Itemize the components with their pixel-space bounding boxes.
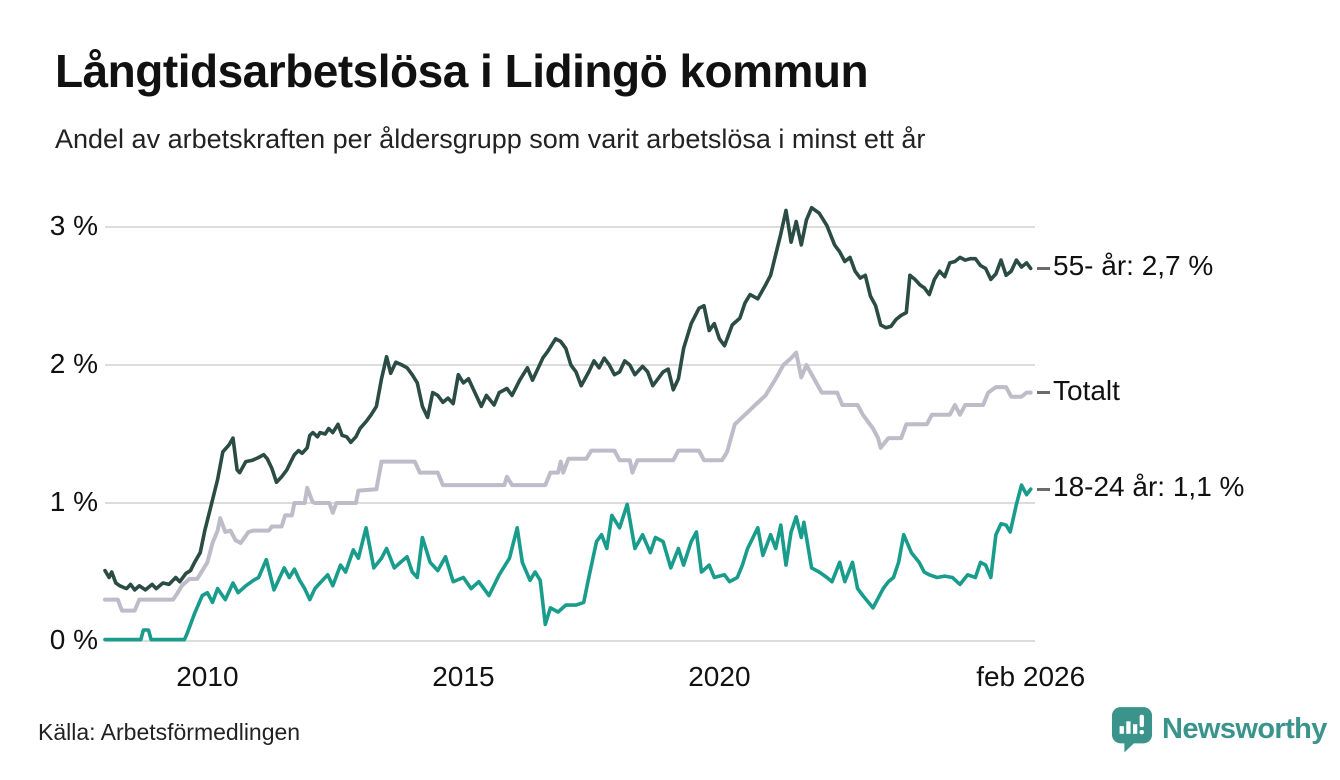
- x-axis-tick-label: feb 2026: [976, 661, 1086, 692]
- y-axis-tick-label: 0 %: [49, 624, 98, 655]
- series-end-dash: [1037, 487, 1050, 491]
- series-end-label: Totalt: [1053, 374, 1120, 406]
- x-axis-tick-label: 2015: [432, 661, 495, 692]
- page-subtitle: Andel av arbetskraften per åldersgrupp s…: [55, 124, 926, 154]
- series-line-Totalt: [103, 350, 1033, 613]
- series-end-dash: [1037, 266, 1050, 270]
- series-end-label: 18-24 år: 1,1 %: [1053, 471, 1245, 503]
- series-line-55- år: [103, 205, 1033, 592]
- y-axis-tick-label: 1 %: [49, 486, 98, 517]
- y-axis-tick-label: 2 %: [49, 348, 98, 379]
- page-title: Långtidsarbetslösa i Lidingö kommun: [55, 45, 869, 97]
- x-axis-tick-label: 2020: [688, 661, 751, 692]
- series-line-18-24 år: [103, 483, 1033, 642]
- series-end-label: 55- år: 2,7 %: [1053, 250, 1214, 282]
- newsworthy-logo: Newsworthy: [1111, 706, 1327, 753]
- y-axis-tick-label: 3 %: [49, 210, 98, 241]
- source-note: Källa: Arbetsförmedlingen: [38, 719, 301, 745]
- newsworthy-wordmark: Newsworthy: [1162, 713, 1327, 745]
- series-end-dash: [1037, 391, 1050, 395]
- x-axis-tick-label: 2010: [176, 661, 239, 692]
- newsworthy-bubble-chart-icon: [1111, 706, 1153, 753]
